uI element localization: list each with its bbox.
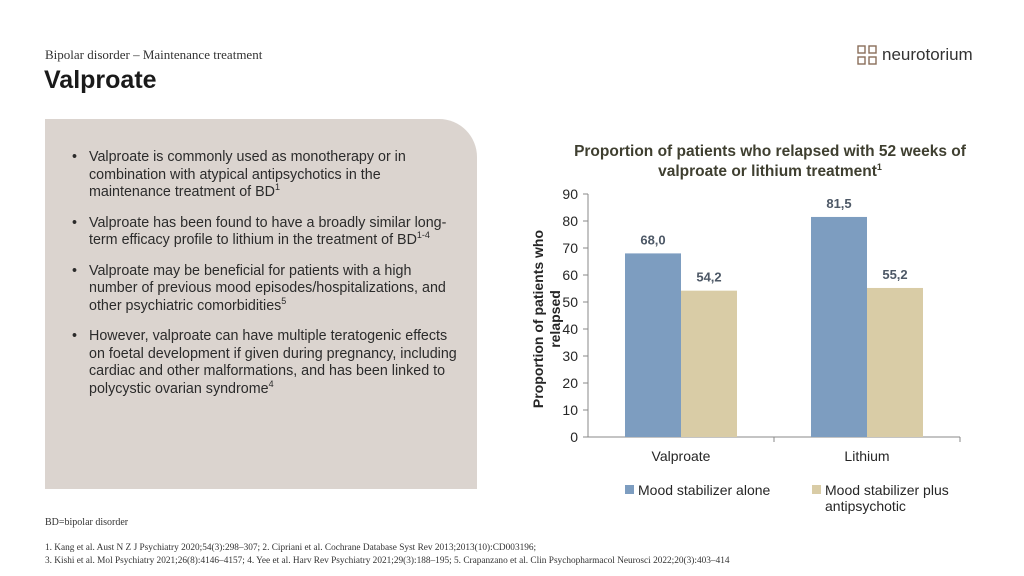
reference: 1. Kang et al. Aust N Z J Psychiatry 202…	[45, 543, 537, 553]
value-label: 81,5	[826, 196, 851, 211]
bar	[811, 216, 867, 437]
x-tick-label: Valproate	[652, 448, 711, 464]
chart-title: Proportion of patients who relapsed with…	[570, 142, 970, 182]
bullet-sup: 1	[274, 182, 280, 193]
logo: neurotorium	[856, 44, 973, 66]
bullet: Valproate has been found to have a broad…	[72, 215, 457, 250]
bullet-text: Valproate may be beneficial for patients…	[89, 262, 446, 314]
bullet: Valproate may be beneficial for patients…	[72, 263, 457, 316]
slide-subtitle: Bipolar disorder – Maintenance treatment	[45, 47, 263, 62]
y-tick-label: 30	[562, 348, 578, 364]
bullet-sup: 5	[281, 295, 287, 306]
y-tick-label: 40	[562, 321, 578, 337]
y-tick-label: 50	[562, 294, 578, 310]
bullet: However, valproate can have multiple ter…	[72, 328, 457, 398]
bar	[867, 287, 923, 437]
y-tick-label: 70	[562, 240, 578, 256]
reference: 3. Kishi et al. Mol Psychiatry 2021;26(8…	[45, 556, 730, 566]
legend-swatch	[625, 485, 634, 494]
legend-swatch	[812, 485, 821, 494]
bullet-text: However, valproate can have multiple ter…	[89, 328, 457, 397]
bullet-list: Valproate is commonly used as monotherap…	[72, 149, 457, 411]
slide-title: Valproate	[44, 66, 157, 94]
value-label: 68,0	[640, 232, 665, 247]
y-tick-label: 10	[562, 402, 578, 418]
bullet-sup: 1-4	[416, 230, 430, 241]
y-tick-label: 60	[562, 267, 578, 283]
legend-label: Mood stabilizer alone	[638, 482, 771, 498]
y-tick-label: 90	[562, 186, 578, 202]
legend-item: Mood stabilizer plus antipsychotic	[812, 482, 965, 514]
bullet-text: Valproate is commonly used as monotherap…	[89, 149, 406, 200]
bar	[681, 290, 737, 437]
chart-title-sup: 1	[876, 161, 882, 172]
x-tick-label: Lithium	[844, 448, 889, 464]
legend-label: Mood stabilizer plus antipsychotic	[825, 482, 949, 514]
legend-item: Mood stabilizer alone	[625, 482, 778, 498]
y-tick-label: 80	[562, 213, 578, 229]
bar	[625, 253, 681, 437]
abbreviation: BD=bipolar disorder	[45, 517, 129, 528]
value-label: 54,2	[696, 270, 721, 285]
y-tick-label: 20	[562, 375, 578, 391]
bullet: Valproate is commonly used as monotherap…	[72, 149, 457, 202]
bullet-text: Valproate has been found to have a broad…	[89, 214, 447, 249]
references: 1. Kang et al. Aust N Z J Psychiatry 202…	[45, 542, 730, 568]
value-label: 55,2	[882, 267, 907, 282]
chart-title-text: Proportion of patients who relapsed with…	[574, 143, 966, 180]
y-tick-label: 0	[570, 429, 578, 445]
logo-icon	[857, 45, 877, 65]
bullet-sup: 4	[268, 378, 274, 389]
logo-text: neurotorium	[882, 45, 973, 64]
